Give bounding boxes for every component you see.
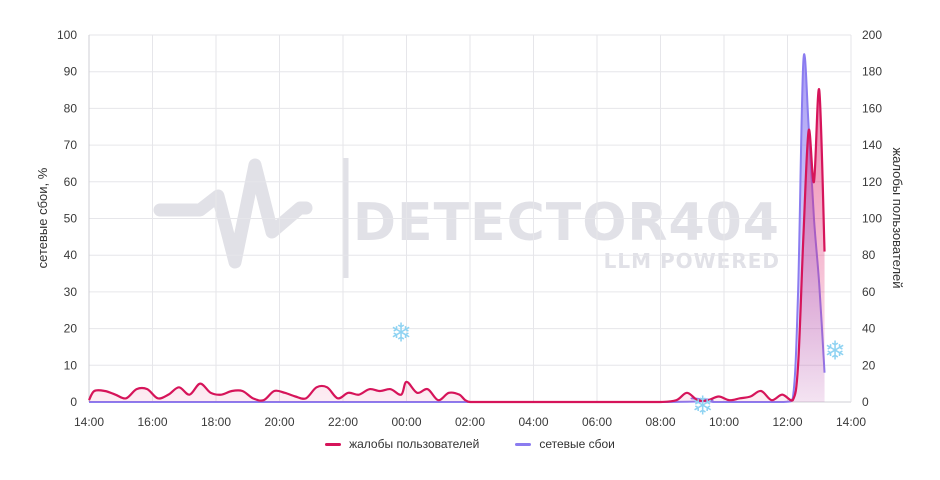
right-axis-ticks: 0 20 40 60 80 100 120 140 160 180 200 (862, 28, 882, 409)
watermark-subtitle: LLM POWERED (604, 249, 780, 273)
left-tick-label: 90 (64, 65, 78, 79)
x-tick-label: 08:00 (645, 415, 675, 429)
legend: жалобы пользователей сетевые сбои (0, 437, 940, 451)
watermark-title: DETECTOR404 (353, 193, 780, 253)
left-tick-label: 50 (64, 212, 78, 226)
x-tick-label: 22:00 (328, 415, 358, 429)
legend-label-complaints: жалобы пользователей (349, 437, 480, 451)
right-tick-label: 200 (862, 28, 882, 42)
x-tick-label: 20:00 (264, 415, 294, 429)
watermark: DETECTOR404 LLM POWERED (153, 158, 780, 278)
right-tick-label: 60 (862, 285, 876, 299)
legend-item-complaints[interactable]: жалобы пользователей (325, 437, 479, 451)
snowflake-icon: ❄ (692, 391, 714, 421)
x-tick-label: 12:00 (772, 415, 802, 429)
x-axis-ticks: 14:00 16:00 18:00 20:00 22:00 00:00 02:00 04:00… (74, 415, 866, 429)
left-tick-label: 100 (57, 28, 77, 42)
x-tick-label: 14:00 (74, 415, 104, 429)
snowflake-icon: ❄ (390, 317, 412, 347)
x-tick-label: 04:00 (518, 415, 548, 429)
left-axis-ticks: 0 10 20 30 40 50 60 70 80 90 100 (57, 28, 77, 409)
legend-swatch-complaints (325, 442, 342, 446)
pulse-logo-icon (153, 158, 313, 269)
right-tick-label: 40 (862, 322, 876, 336)
right-axis-title: жалобы пользователей (890, 147, 905, 288)
right-tick-label: 120 (862, 175, 882, 189)
x-tick-label: 14:00 (836, 415, 866, 429)
annotations: ❄ ❄ ❄ (390, 317, 846, 420)
x-tick-label: 00:00 (391, 415, 421, 429)
left-tick-label: 60 (64, 175, 78, 189)
x-tick-label: 06:00 (582, 415, 612, 429)
x-tick-label: 02:00 (455, 415, 485, 429)
x-tick-label: 10:00 (709, 415, 739, 429)
right-tick-label: 80 (862, 248, 876, 262)
left-tick-label: 10 (64, 358, 78, 372)
left-tick-label: 30 (64, 285, 78, 299)
grid (88, 34, 852, 403)
legend-item-outages[interactable]: сетевые сбои (515, 437, 615, 451)
right-tick-label: 160 (862, 101, 882, 115)
right-tick-label: 180 (862, 65, 882, 79)
snowflake-icon: ❄ (824, 336, 846, 366)
left-axis-title: сетевые сбои, % (35, 167, 50, 268)
left-tick-label: 20 (64, 322, 78, 336)
left-tick-label: 0 (70, 395, 77, 409)
legend-label-outages: сетевые сбои (539, 437, 615, 451)
left-tick-label: 80 (64, 101, 78, 115)
x-tick-label: 16:00 (137, 415, 167, 429)
right-tick-label: 20 (862, 358, 876, 372)
right-tick-label: 0 (862, 395, 869, 409)
series-layer (88, 53, 826, 404)
right-tick-label: 140 (862, 138, 882, 152)
left-tick-label: 70 (64, 138, 78, 152)
series-line-complaints (88, 88, 826, 404)
left-tick-label: 40 (64, 248, 78, 262)
legend-swatch-outages (515, 442, 532, 446)
x-tick-label: 18:00 (201, 415, 231, 429)
right-tick-label: 100 (862, 212, 882, 226)
